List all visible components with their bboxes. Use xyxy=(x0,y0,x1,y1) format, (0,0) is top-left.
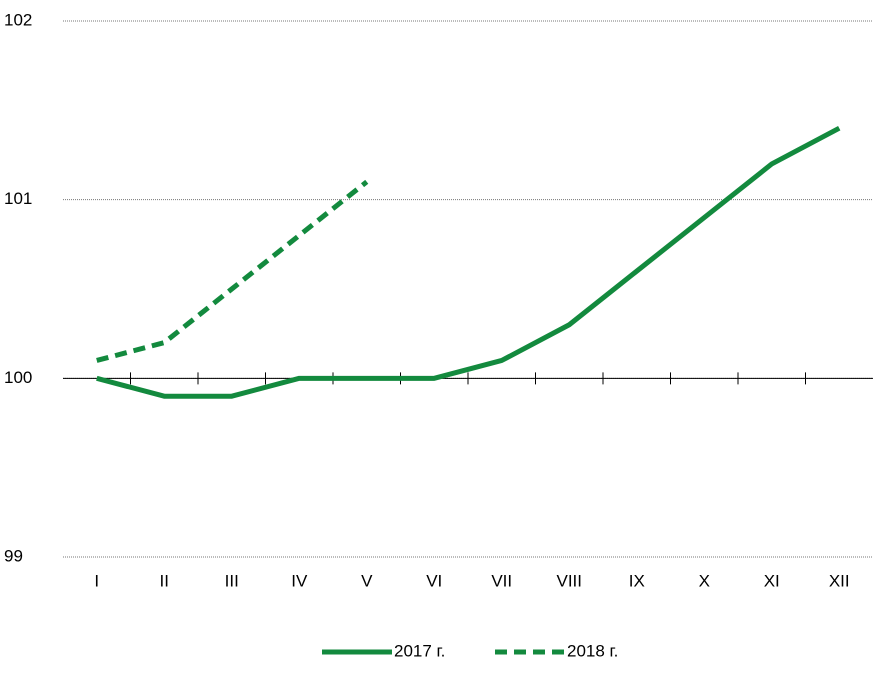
x-tick-label: VII xyxy=(491,571,512,590)
y-tick-label: 100 xyxy=(4,368,32,387)
x-tick-label: I xyxy=(94,571,99,590)
x-tick-label: III xyxy=(225,571,239,590)
x-tick-label: VI xyxy=(426,571,442,590)
x-tick-label: XI xyxy=(764,571,780,590)
x-tick-label: II xyxy=(160,571,169,590)
y-tick-label: 101 xyxy=(4,189,32,208)
series-line xyxy=(96,179,369,363)
x-tick-label: V xyxy=(361,571,373,590)
y-tick-label: 99 xyxy=(4,546,23,565)
x-tick-label: VIII xyxy=(556,571,582,590)
legend-label: 2017 г. xyxy=(394,641,445,660)
x-tick-label: IX xyxy=(629,571,645,590)
x-tick-label: IV xyxy=(291,571,308,590)
legend-label: 2018 г. xyxy=(567,641,618,660)
series-line xyxy=(96,125,841,399)
x-tick-label: X xyxy=(699,571,710,590)
x-tick-label: XII xyxy=(829,571,850,590)
y-tick-label: 102 xyxy=(4,10,32,29)
